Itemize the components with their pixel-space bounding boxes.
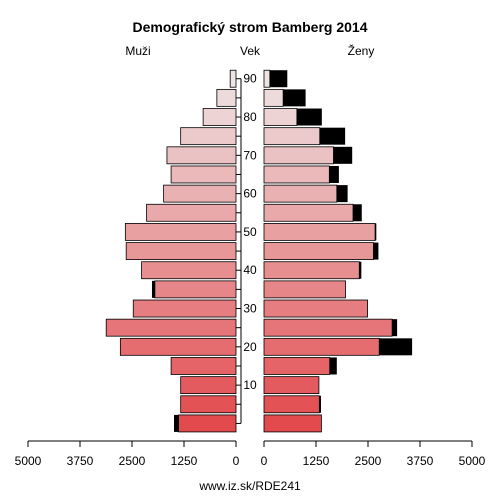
male-x-tick-label: 2500 <box>119 454 146 468</box>
male-x-tick-label: 3750 <box>67 454 94 468</box>
female-bar-15-19 <box>263 357 331 375</box>
male-bar-80-84 <box>202 108 237 126</box>
female-surplus-bar-60-64 <box>336 185 348 203</box>
female-bar-70-74 <box>263 146 334 165</box>
age-label: Vek <box>240 44 261 58</box>
male-bar-45-49 <box>125 242 237 260</box>
male-label: Muži <box>125 44 150 58</box>
female-surplus-bar-55-59 <box>353 204 362 222</box>
chart-title: Demografický strom Bamberg 2014 <box>133 19 368 35</box>
age-tick-label: 40 <box>243 263 257 277</box>
female-bar-65-69 <box>263 165 330 184</box>
age-tick-label: 90 <box>243 72 257 86</box>
footer-url[interactable]: www.iz.sk/RDE241 <box>198 479 301 493</box>
female-x-tick-label: 1250 <box>303 454 330 468</box>
male-x-tick-label: 1250 <box>171 454 198 468</box>
female-x-tick-label: 5000 <box>459 454 486 468</box>
male-bar-20-24 <box>119 337 237 356</box>
female-surplus-bar-80-84 <box>296 108 322 126</box>
age-tick-label: 30 <box>243 302 257 316</box>
female-bar-40-44 <box>263 261 360 280</box>
male-bar-40-44 <box>141 261 237 280</box>
age-tick-label: 70 <box>243 148 257 162</box>
male-bar-10-14 <box>180 376 237 395</box>
male-bar-50-54 <box>124 223 237 241</box>
female-label: Ženy <box>348 43 375 58</box>
female-bar-25-29 <box>263 318 393 337</box>
female-x-tick-label: 0 <box>261 454 268 468</box>
female-bar-90+ <box>263 69 271 88</box>
female-surplus-bar-25-29 <box>392 319 398 337</box>
male-x-tick-label: 5000 <box>15 454 42 468</box>
female-surplus-bar-40-44 <box>359 261 362 279</box>
female-surplus-bar-90+ <box>269 70 288 88</box>
female-bar-5-9 <box>263 395 320 414</box>
male-bar-35-39 <box>154 280 237 299</box>
female-bar-50-54 <box>263 223 376 241</box>
age-tick-label: 20 <box>243 340 257 354</box>
male-bar-55-59 <box>146 203 237 222</box>
male-x-tick-label: 0 <box>233 454 240 468</box>
female-x-tick-label: 3750 <box>407 454 434 468</box>
female-bar-20-24 <box>263 337 380 356</box>
female-surplus-bar-85-89 <box>283 89 306 107</box>
female-surplus-bar-70-74 <box>333 146 353 164</box>
age-tick-label: 50 <box>243 225 257 239</box>
female-bar-0-4 <box>263 414 322 433</box>
male-bar-75-79 <box>180 127 237 146</box>
male-bar-65-69 <box>170 165 237 184</box>
male-bar-30-34 <box>132 299 237 318</box>
male-bar-25-29 <box>105 318 237 337</box>
female-surplus-bar-45-49 <box>373 242 379 260</box>
female-bar-80-84 <box>263 108 298 126</box>
female-bar-30-34 <box>263 299 368 318</box>
male-surplus-bar-35-39 <box>151 280 155 298</box>
female-surplus-bar-15-19 <box>329 357 337 375</box>
bars-group <box>105 69 413 433</box>
female-bar-85-89 <box>263 88 284 107</box>
female-bar-45-49 <box>263 242 374 260</box>
male-bar-15-19 <box>170 357 237 375</box>
female-surplus-bar-65-69 <box>329 165 339 183</box>
female-bar-35-39 <box>263 280 346 299</box>
axes-group: 10 20 30 40 50 60 70 80 90 5000 3750 2500 1250 0 0 1250… <box>15 72 486 468</box>
male-bar-90+ <box>229 69 237 88</box>
female-bar-55-59 <box>263 203 354 222</box>
female-x-tick-label: 2500 <box>355 454 382 468</box>
male-bar-70-74 <box>166 146 237 165</box>
female-surplus-bar-50-54 <box>375 223 377 241</box>
age-tick-label: 10 <box>243 378 257 392</box>
male-bar-5-9 <box>180 395 237 414</box>
age-tick-label: 60 <box>243 187 257 201</box>
female-surplus-bar-75-79 <box>319 127 346 145</box>
female-bar-10-14 <box>263 376 320 395</box>
female-surplus-bar-5-9 <box>319 395 321 413</box>
male-bar-85-89 <box>216 88 237 107</box>
male-surplus-bar-0-4 <box>174 414 179 432</box>
female-surplus-bar-20-24 <box>379 338 413 356</box>
male-bar-60-64 <box>163 184 237 203</box>
male-bar-0-4 <box>178 414 237 433</box>
age-tick-label: 80 <box>243 110 257 124</box>
female-bar-60-64 <box>263 184 338 203</box>
female-bar-75-79 <box>263 127 321 146</box>
